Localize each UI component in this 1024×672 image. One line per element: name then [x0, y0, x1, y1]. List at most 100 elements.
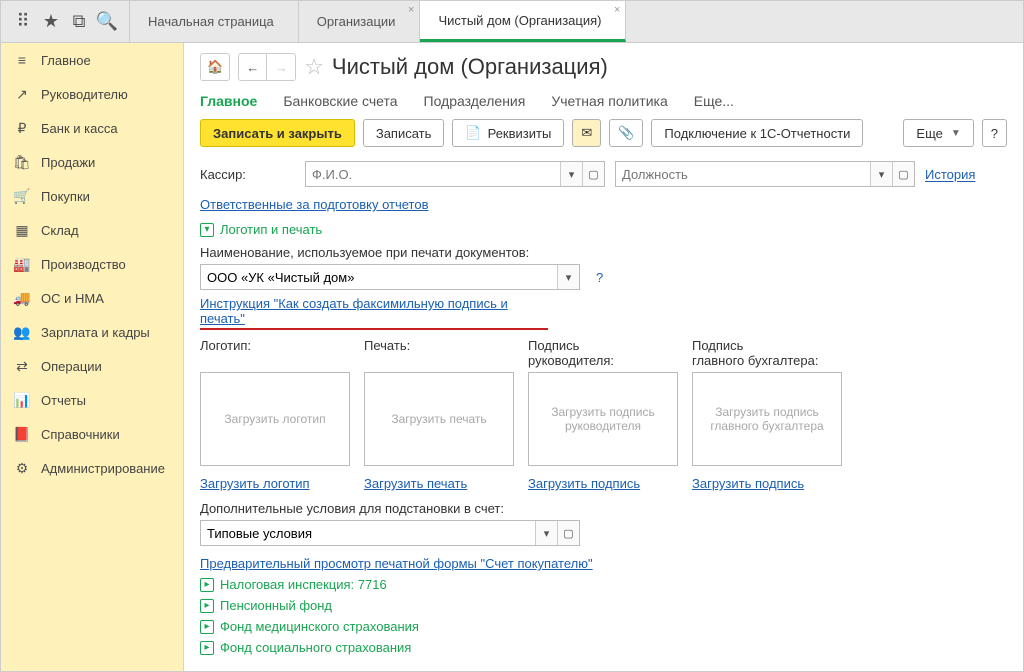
subnav-divisions[interactable]: Подразделения [424, 93, 526, 109]
conditions-input[interactable] [201, 521, 535, 545]
grid-icon: ▦ [13, 221, 31, 239]
fio-input[interactable] [306, 162, 560, 186]
truck-icon: 🚚 [13, 289, 31, 307]
open-card-icon[interactable]: ▢ [582, 162, 604, 186]
home-button[interactable]: 🏠 [200, 53, 230, 81]
expander-social[interactable]: ▸ Фонд социального страхования [200, 640, 1007, 655]
sidebar-item-assets[interactable]: 🚚 ОС и НМА [1, 281, 183, 315]
expander-label: Пенсионный фонд [220, 598, 332, 613]
sidebar-item-main[interactable]: ≡ Главное [1, 43, 183, 77]
sidebar-item-directories[interactable]: 📕 Справочники [1, 417, 183, 451]
back-button[interactable]: ← [239, 54, 267, 80]
details-label: Реквизиты [488, 126, 552, 141]
history-link[interactable]: История [925, 167, 975, 182]
open-card-icon[interactable]: ▢ [557, 521, 579, 545]
expander-label: Налоговая инспекция: 7716 [220, 577, 387, 592]
kassir-label: Кассир: [200, 167, 295, 182]
logo-dropzone[interactable]: Загрузить логотип [200, 372, 350, 466]
tab-organization-detail[interactable]: Чистый дом (Организация) × [420, 1, 626, 42]
open-icon[interactable]: ⧉ [65, 8, 93, 36]
details-button[interactable]: 📄 Реквизиты [452, 119, 564, 147]
sidebar-item-label: Справочники [41, 427, 120, 442]
sidebar-item-sales[interactable]: 🛍 Продажи [1, 145, 183, 179]
logo-expander-label: Логотип и печать [220, 222, 322, 237]
subnav-bank-accounts[interactable]: Банковские счета [283, 93, 397, 109]
sidebar-item-label: Склад [41, 223, 79, 238]
chevron-down-icon: ▼ [951, 128, 961, 139]
name-print-label: Наименование, используемое при печати до… [200, 245, 1007, 260]
stamp-dropzone[interactable]: Загрузить печать [364, 372, 514, 466]
tab-label: Начальная страница [148, 14, 274, 29]
close-icon[interactable]: × [614, 4, 620, 16]
sidebar-item-operations[interactable]: ⇄ Операции [1, 349, 183, 383]
preview-link[interactable]: Предварительный просмотр печатной формы … [200, 556, 593, 571]
chevron-right-icon: ▸ [200, 641, 214, 655]
factory-icon: 🏭 [13, 255, 31, 273]
attach-button[interactable]: 📎 [609, 119, 643, 147]
gear-icon: ⚙ [13, 459, 31, 477]
sidebar-item-salary[interactable]: 👥 Зарплата и кадры [1, 315, 183, 349]
mail-button[interactable]: ✉ [572, 119, 601, 147]
expander-pension[interactable]: ▸ Пенсионный фонд [200, 598, 1007, 613]
quad-header-stamp: Печать: [364, 338, 514, 372]
connect-button[interactable]: Подключение к 1С-Отчетности [651, 119, 863, 147]
chevron-down-icon[interactable]: ▾ [557, 265, 579, 289]
save-close-button[interactable]: Записать и закрыть [200, 119, 355, 147]
accountant-sign-dropzone[interactable]: Загрузить подпись главного бухгалтера [692, 372, 842, 466]
upload-director-sign-link[interactable]: Загрузить подпись [528, 476, 678, 491]
document-icon: 📄 [465, 125, 481, 141]
sidebar-item-production[interactable]: 🏭 Производство [1, 247, 183, 281]
sidebar-item-label: Продажи [41, 155, 95, 170]
upload-logo-link[interactable]: Загрузить логотип [200, 476, 350, 491]
subnav-main[interactable]: Главное [200, 93, 257, 109]
chart-up-icon: ↗ [13, 85, 31, 103]
sidebar-item-manager[interactable]: ↗ Руководителю [1, 77, 183, 111]
chevron-down-icon[interactable]: ▾ [535, 521, 557, 545]
help-button[interactable]: ? [982, 119, 1007, 147]
save-button[interactable]: Записать [363, 119, 445, 147]
star-icon[interactable]: ★ [37, 8, 65, 36]
more-button[interactable]: Еще ▼ [903, 119, 973, 147]
subnav-accounting[interactable]: Учетная политика [551, 93, 667, 109]
apps-icon[interactable]: ⠿ [9, 8, 37, 36]
forward-button[interactable]: → [267, 54, 295, 80]
close-icon[interactable]: × [408, 4, 414, 16]
help-icon[interactable]: ? [596, 270, 603, 285]
chevron-down-icon[interactable]: ▾ [560, 162, 582, 186]
expander-label: Фонд социального страхования [220, 640, 411, 655]
position-input[interactable] [616, 162, 870, 186]
name-print-input-group: ▾ [200, 264, 580, 290]
expander-medical[interactable]: ▸ Фонд медицинского страхования [200, 619, 1007, 634]
sidebar-item-label: Отчеты [41, 393, 86, 408]
nav-back-forward: ← → [238, 53, 296, 81]
instruction-link[interactable]: Инструкция "Как создать факсимильную под… [200, 296, 508, 326]
tab-organizations[interactable]: Организации × [299, 1, 421, 42]
upload-accountant-sign-link[interactable]: Загрузить подпись [692, 476, 842, 491]
open-card-icon[interactable]: ▢ [892, 162, 914, 186]
top-tabs: Начальная страница Организации × Чистый … [129, 1, 626, 42]
upload-stamp-link[interactable]: Загрузить печать [364, 476, 514, 491]
sidebar-item-label: ОС и НМА [41, 291, 104, 306]
users-icon: 👥 [13, 323, 31, 341]
quad-header-director-sign: Подпись руководителя: [528, 338, 678, 372]
subnav-more[interactable]: Еще... [694, 93, 734, 109]
subnav: Главное Банковские счета Подразделения У… [200, 87, 1007, 119]
name-print-input[interactable] [201, 265, 557, 289]
sidebar-item-bank[interactable]: ₽ Банк и касса [1, 111, 183, 145]
sidebar-item-admin[interactable]: ⚙ Администрирование [1, 451, 183, 485]
sidebar-item-reports[interactable]: 📊 Отчеты [1, 383, 183, 417]
sidebar-item-warehouse[interactable]: ▦ Склад [1, 213, 183, 247]
sidebar-item-label: Руководителю [41, 87, 128, 102]
chevron-down-icon: ▾ [200, 223, 214, 237]
director-sign-dropzone[interactable]: Загрузить подпись руководителя [528, 372, 678, 466]
chevron-down-icon[interactable]: ▾ [870, 162, 892, 186]
responsible-link[interactable]: Ответственные за подготовку отчетов [200, 197, 429, 212]
expander-tax[interactable]: ▸ Налоговая инспекция: 7716 [200, 577, 1007, 592]
favorite-icon[interactable]: ☆ [304, 54, 324, 80]
sidebar-item-purchases[interactable]: 🛒 Покупки [1, 179, 183, 213]
logo-expander[interactable]: ▾ Логотип и печать [200, 222, 1007, 237]
search-icon[interactable]: 🔍 [93, 8, 121, 36]
tab-start-page[interactable]: Начальная страница [129, 1, 299, 42]
sidebar-item-label: Главное [41, 53, 91, 68]
instruction-highlight: Инструкция "Как создать факсимильную под… [200, 296, 548, 330]
